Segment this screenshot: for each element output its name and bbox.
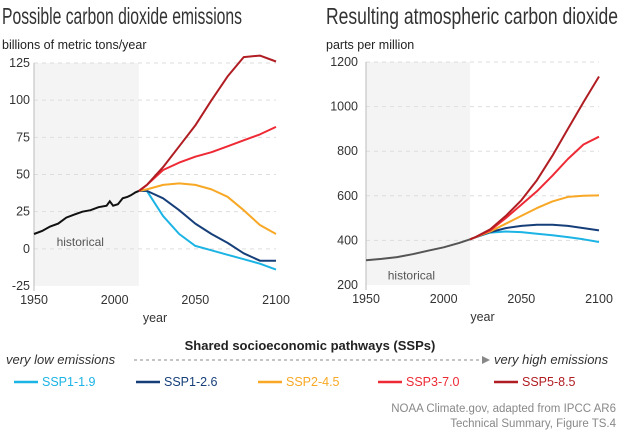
- x-tick-label: 2050: [507, 292, 535, 306]
- y-tick-label: 600: [337, 189, 358, 203]
- y-tick-label: 400: [337, 233, 358, 247]
- legend-item-ssp1-1.9: SSP1-1.9: [14, 375, 96, 389]
- y-tick-label: 1200: [330, 55, 358, 69]
- x-tick-label: 2000: [101, 293, 129, 307]
- y-tick-label: 800: [337, 144, 358, 158]
- legend-label: SSP5-8.5: [522, 375, 576, 389]
- historical-label: historical: [388, 268, 435, 282]
- historical-shading: [366, 62, 471, 285]
- left-chart: -25 0 25 50 75 100 125 1950 2000 2050 2100 year hist…: [9, 54, 290, 325]
- y-tick-label: 75: [16, 130, 30, 144]
- series-line-ssp1-1.9: [138, 189, 277, 271]
- series-line-ssp1-2.6: [138, 189, 276, 262]
- left-chart-ylabel: billions of metric tons/year: [2, 38, 147, 52]
- legend-item-ssp3-7.0: SSP3-7.0: [378, 375, 460, 389]
- y-tick-label: 0: [23, 242, 30, 256]
- right-chart-title: Resulting atmospheric carbon dioxide: [326, 3, 618, 29]
- legend-low-label: very low emissions: [6, 352, 116, 367]
- x-tick-label: 1950: [20, 293, 48, 307]
- legend-item-ssp5-8.5: SSP5-8.5: [494, 375, 576, 389]
- left-chart-title: Possible carbon dioxide emissions: [2, 3, 242, 29]
- y-tick-label: 1000: [330, 100, 358, 114]
- legend-item-ssp2-4.5: SSP2-4.5: [258, 375, 340, 389]
- legend-title: Shared socioeconomic pathways (SSPs): [185, 338, 436, 353]
- y-tick-label: 50: [16, 168, 30, 182]
- historical-line: [365, 238, 471, 262]
- y-tick-label: 100: [9, 93, 30, 107]
- legend-high-label: very high emissions: [494, 352, 609, 367]
- x-tick-label: 2100: [585, 292, 613, 306]
- x-axis-label: year: [470, 310, 494, 324]
- y-tick-label: 125: [9, 56, 30, 70]
- legend-label: SSP1-2.6: [164, 375, 218, 389]
- historical-line: [33, 189, 140, 235]
- series-line-ssp5-8.5: [469, 75, 600, 241]
- x-tick-label: 1950: [352, 292, 380, 306]
- x-tick-label: 2050: [181, 293, 209, 307]
- legend-arrow-head-icon: [482, 356, 490, 364]
- historical-label: historical: [57, 235, 104, 249]
- x-tick-label: 2100: [262, 293, 290, 307]
- credit-line-2: Technical Summary, Figure TS.4: [450, 418, 616, 430]
- y-tick-label: 25: [16, 205, 30, 219]
- legend-label: SSP3-7.0: [406, 375, 460, 389]
- right-chart: 200 400 600 800 1000 1200 1950 2000 2050 2100 year…: [330, 55, 613, 324]
- legend-item-ssp1-2.6: SSP1-2.6: [136, 375, 218, 389]
- legend-label: SSP1-1.9: [42, 375, 96, 389]
- series-line-ssp3-7.0: [138, 125, 277, 192]
- x-axis-label: year: [143, 311, 167, 325]
- series-line-ssp2-4.5: [138, 182, 277, 235]
- y-tick-label: 200: [337, 278, 358, 292]
- x-tick-label: 2000: [430, 292, 458, 306]
- legend-label: SSP2-4.5: [286, 375, 340, 389]
- credit-line-1: NOAA Climate.gov, adapted from IPCC AR6: [391, 403, 616, 415]
- series-line-ssp5-8.5: [138, 54, 277, 192]
- right-chart-ylabel: parts per million: [326, 38, 414, 52]
- series-line-ssp3-7.0: [469, 135, 600, 241]
- y-tick-label: -25: [12, 279, 30, 293]
